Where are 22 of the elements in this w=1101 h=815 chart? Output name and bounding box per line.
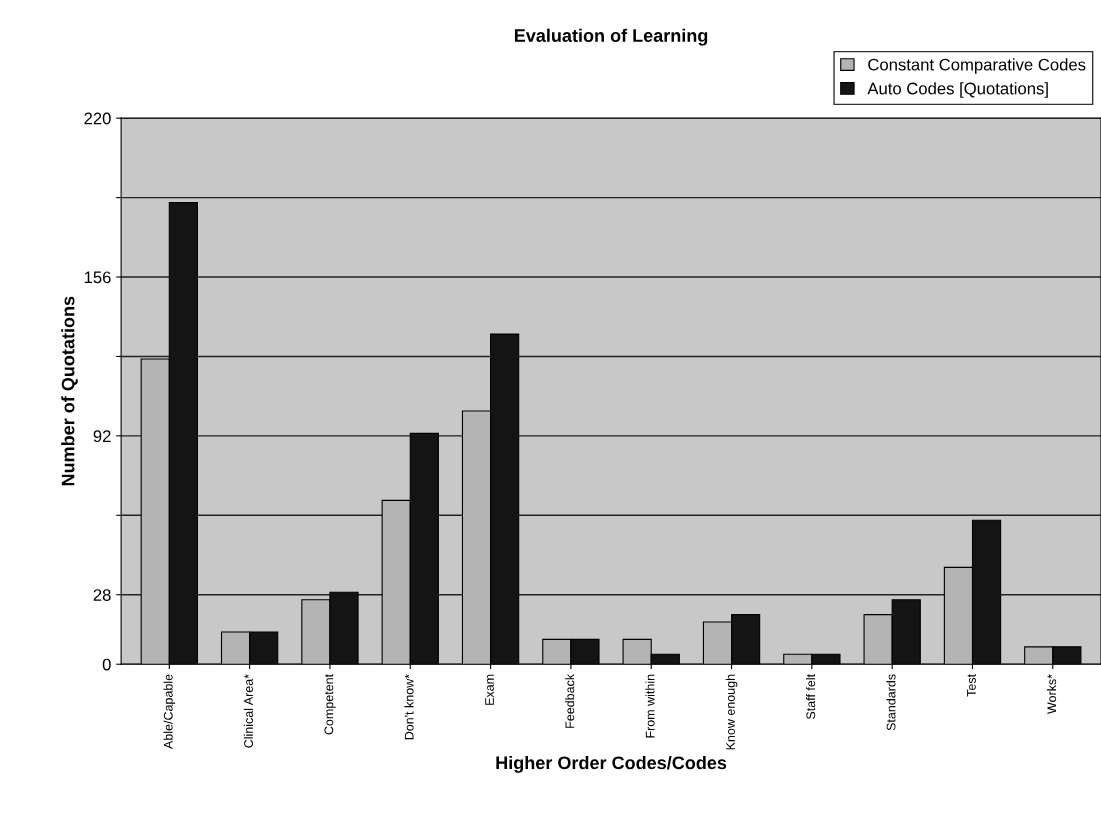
legend-label: Constant Comparative Codes	[868, 58, 1086, 74]
x-tick-label: Clinical Area*	[243, 674, 253, 748]
y-tick-label: 220	[84, 112, 111, 125]
x-tick-label: Able/Capable	[163, 674, 176, 749]
y-tick-label: 28	[93, 589, 111, 601]
y-tick-label: 156	[84, 271, 111, 284]
x-tick-label: Works*	[1046, 674, 1057, 714]
chart-title: Evaluation of Learning	[514, 28, 708, 46]
y-tick-label: 92	[93, 430, 111, 443]
y-axis-title: Number of Quotations	[61, 296, 78, 486]
x-tick-label: Staff felt	[806, 674, 816, 720]
x-tick-label: Know enough	[725, 674, 738, 750]
x-tick-label: Feedback	[565, 673, 575, 728]
legend-label: Auto Codes [Quotations]	[867, 82, 1048, 98]
x-tick-label: Test	[967, 674, 976, 697]
x-axis-title: Higher Order Codes/Codes	[496, 755, 727, 773]
y-tick-label: 0	[102, 658, 111, 671]
x-tick-label: Competent	[324, 674, 336, 735]
x-tick-label: From within	[645, 674, 655, 738]
x-tick-label: Don't know*	[404, 674, 414, 740]
x-tick-label: Exam	[485, 674, 494, 705]
x-tick-label: Standards	[886, 674, 896, 731]
